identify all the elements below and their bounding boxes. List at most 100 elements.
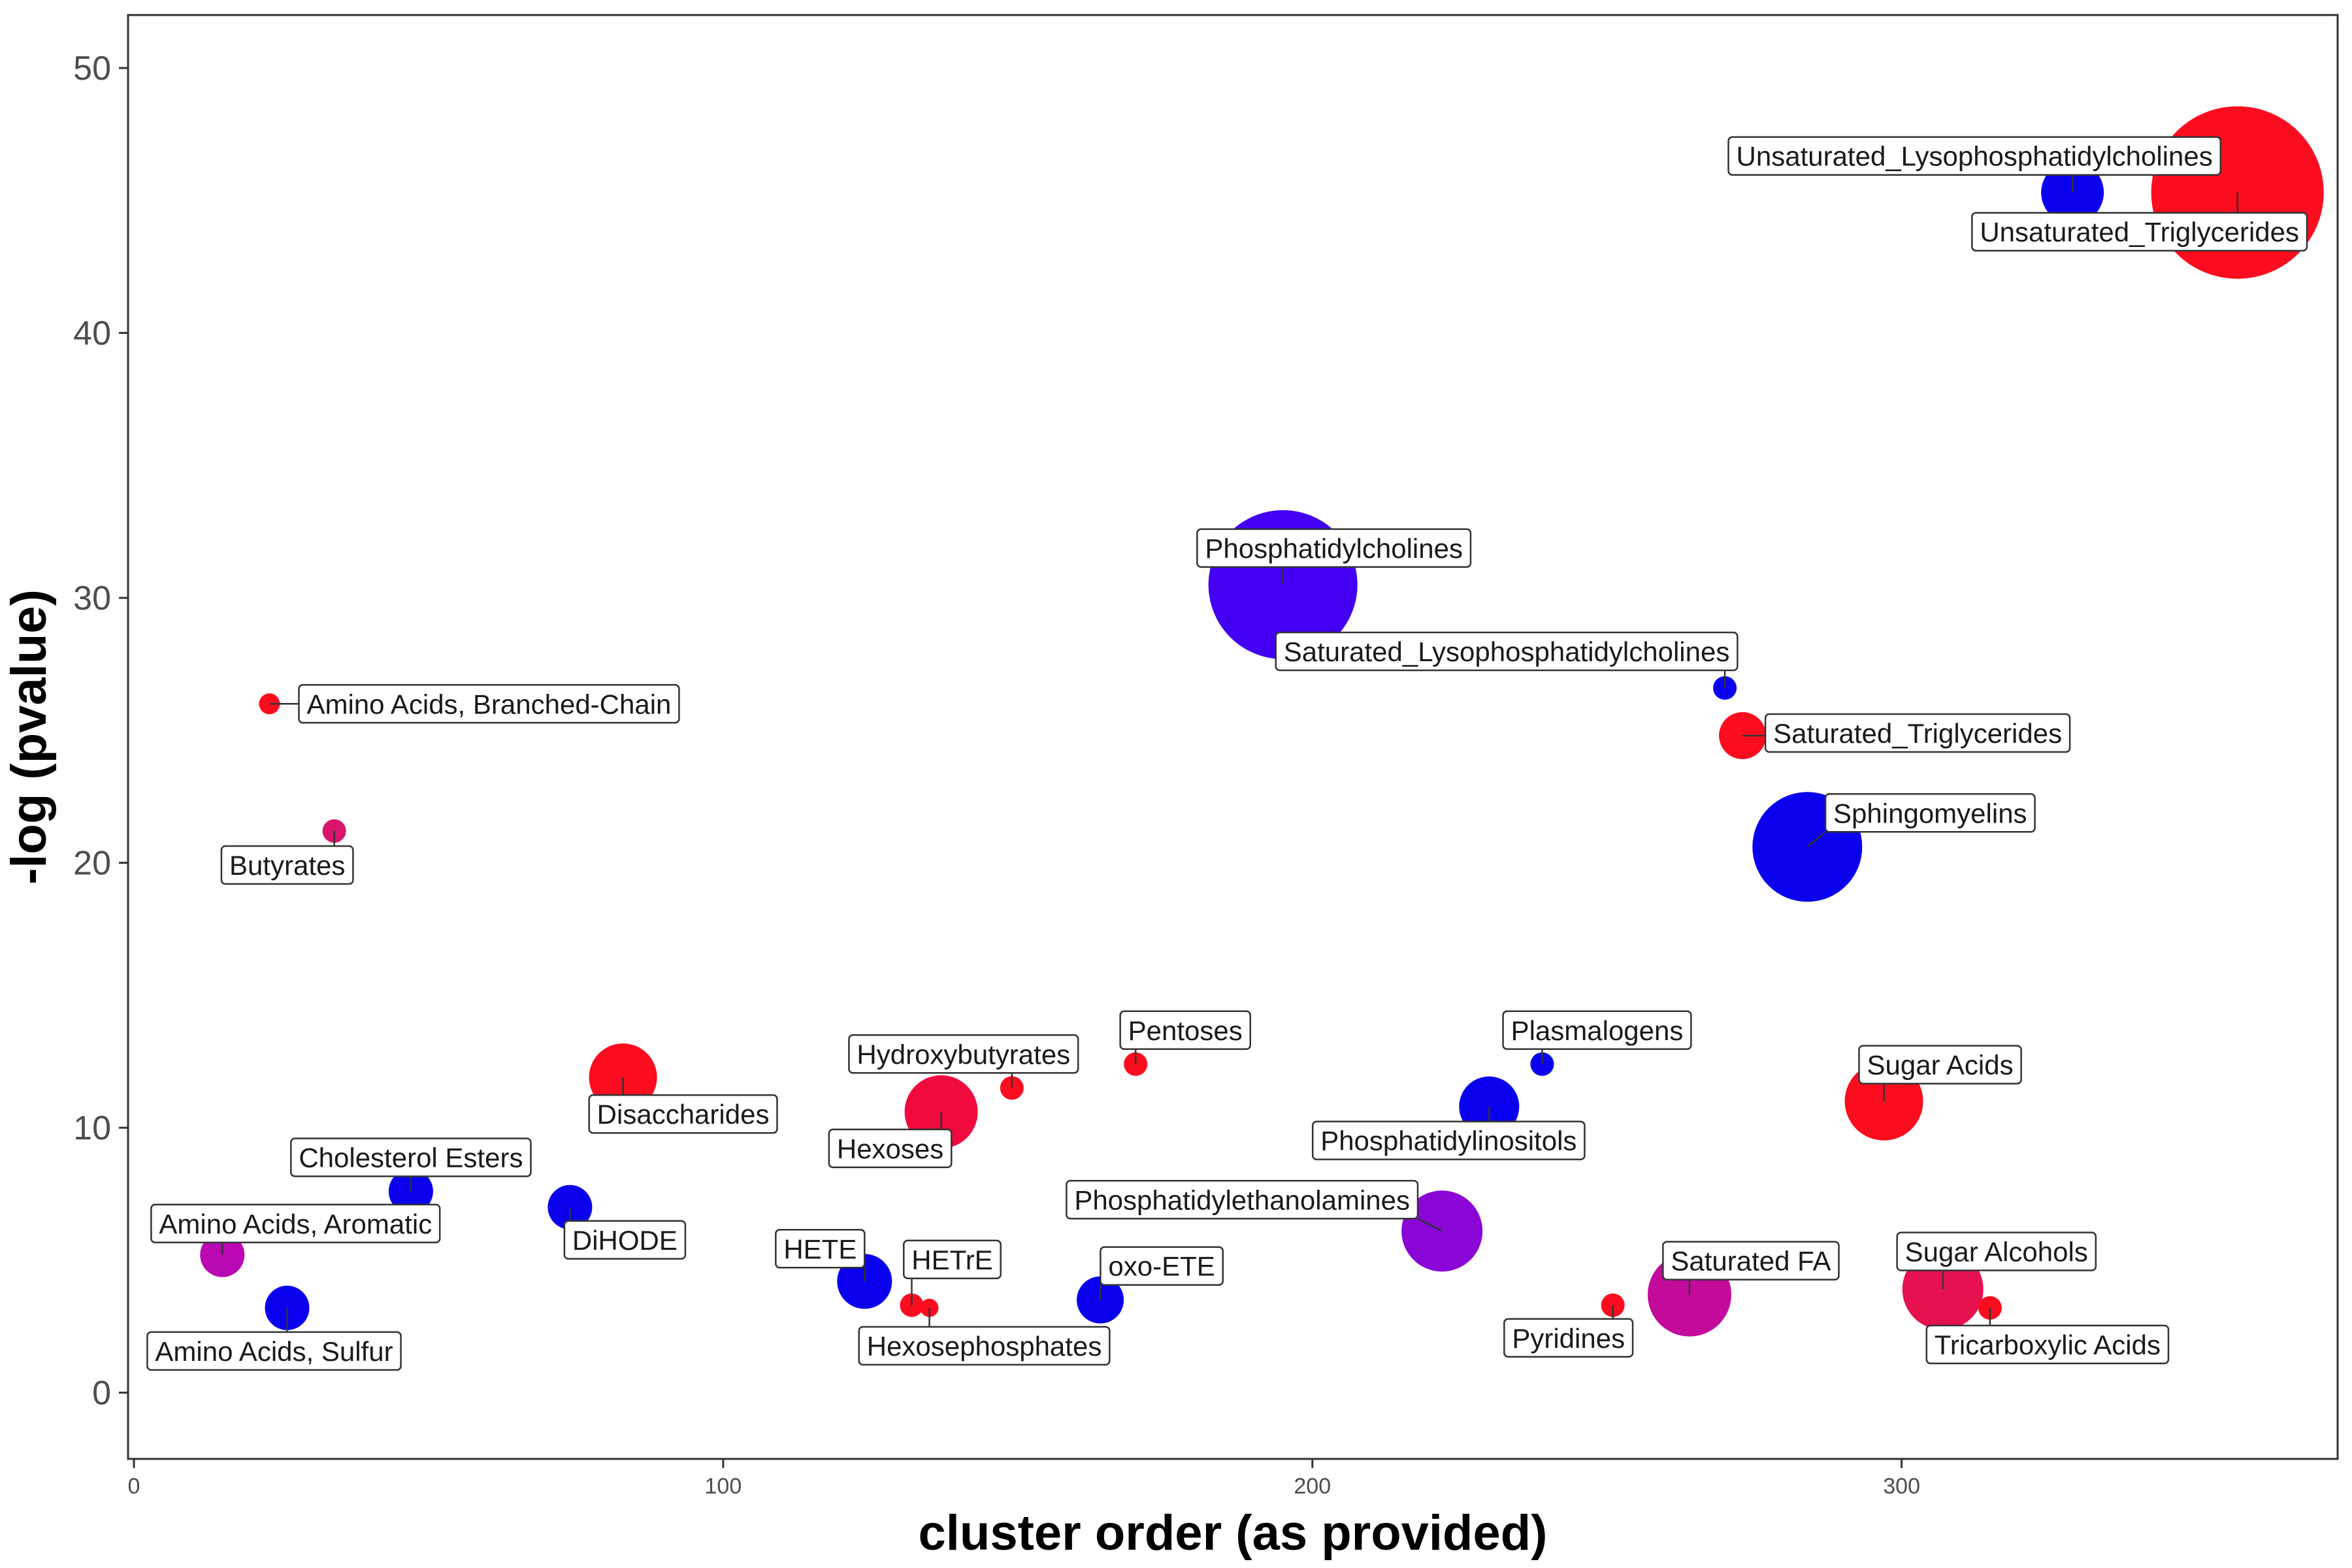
point-label-text: oxo-ETE [1108, 1251, 1215, 1282]
point-label-box [1824, 793, 2036, 833]
point-label-text: Sugar Acids [1867, 1050, 2013, 1081]
point-label-text: Cholesterol Esters [299, 1142, 523, 1173]
point-label-text: DiHODE [572, 1225, 678, 1256]
point-label-box [290, 1137, 532, 1177]
leader-line [1417, 1218, 1443, 1232]
point-label-text: Amino Acids, Branched-Chain [306, 689, 671, 719]
point-label-text: Amino Acids, Sulfur [155, 1336, 393, 1367]
point-label: Pyridines [1503, 1318, 1634, 1358]
point-label: Disaccharides [588, 1094, 778, 1134]
point-label-text: Tricarboxylic Acids [1935, 1330, 2161, 1360]
point-label-text: Saturated_Triglycerides [1773, 718, 2062, 749]
point-label-box [828, 1128, 953, 1169]
point-label-text: Sugar Alcohols [1905, 1236, 2088, 1267]
point-label-box [1503, 1318, 1634, 1358]
axis-ticks: 0 100 200 300 0 10 20 30 40 50 [73, 50, 1920, 1499]
point-label-text: Pyridines [1512, 1323, 1625, 1354]
point-label: Amino Acids, Sulfur [146, 1331, 402, 1371]
point-label-text: Saturated_Lysophosphatidylcholines [1284, 636, 1730, 667]
point-label: DiHODE [563, 1220, 687, 1260]
plot-panel-border [127, 14, 2339, 1460]
point-label-box [1764, 713, 2071, 753]
point-label: Saturated_Lysophosphatidylcholines [1275, 631, 1739, 672]
point-label-text: Hexosephosphates [867, 1331, 1102, 1362]
point-label-box [298, 684, 680, 724]
point-label: Amino Acids, Branched-Chain [298, 684, 680, 724]
x-tick-label: 0 [128, 1474, 140, 1499]
point-label: oxo-ETE [1100, 1246, 1224, 1286]
y-tick-label: 10 [73, 1109, 111, 1147]
point-label-text: Butyrates [229, 850, 345, 881]
point-label-box [775, 1229, 866, 1269]
point-label-text: Disaccharides [597, 1099, 770, 1130]
point-label: Hexoses [828, 1128, 953, 1169]
point-label: Phosphatidylinositols [1311, 1120, 1586, 1160]
point-label-box [1100, 1246, 1224, 1286]
point-label: Unsaturated_Triglycerides [1971, 212, 2308, 252]
point-label-box [220, 845, 354, 885]
point-label-text: Unsaturated_Lysophosphatidylcholines [1737, 141, 2213, 172]
point-label: Unsaturated_Lysophosphatidylcholines [1727, 136, 2222, 176]
point-label-box [1662, 1241, 1840, 1281]
point-label: HETE [775, 1229, 866, 1269]
point-label-text: Hydroxybutyrates [857, 1039, 1070, 1070]
point-label: Saturated FA [1662, 1241, 1840, 1281]
point-label-box [1858, 1045, 2022, 1085]
point-label-box [1925, 1324, 2170, 1365]
point-label: Butyrates [220, 845, 354, 885]
point-label: Pentoses [1119, 1010, 1252, 1051]
point-label-box [563, 1220, 687, 1260]
leader-line [1806, 831, 1826, 848]
x-tick-label: 200 [1294, 1474, 1331, 1499]
label-leader-lines [221, 174, 2238, 1332]
point-label-text: Pentoses [1128, 1015, 1243, 1046]
point-label: Hexosephosphates [858, 1326, 1111, 1366]
x-tick-label: 100 [705, 1474, 742, 1499]
point-label: Sphingomyelins [1824, 793, 2036, 833]
point-label-box [858, 1326, 1111, 1366]
point-label: Tricarboxylic Acids [1925, 1324, 2170, 1365]
point-label-box [588, 1094, 778, 1134]
point-label: Phosphatidylethanolamines [1066, 1180, 1419, 1220]
point-labels: Amino Acids, Branched-Chain Butyrates Amin… [146, 136, 2308, 1371]
y-tick-label: 30 [73, 580, 111, 617]
point-label-box [150, 1203, 441, 1244]
point-label-text: Unsaturated_Triglycerides [1980, 217, 2299, 248]
point-label-box [1196, 528, 1472, 568]
x-tick-label: 300 [1883, 1474, 1920, 1499]
y-tick-label: 20 [73, 845, 111, 883]
point-label-box [1066, 1180, 1419, 1220]
point-label-text: Phosphatidylethanolamines [1074, 1184, 1410, 1215]
point-label-text: Amino Acids, Aromatic [159, 1209, 432, 1239]
point-label-box [1727, 136, 2222, 176]
y-tick-label: 40 [73, 315, 111, 353]
point-label-box [1119, 1010, 1252, 1051]
point-label: Saturated_Triglycerides [1764, 713, 2071, 753]
point-label-box [1971, 212, 2308, 252]
point-label-text: Saturated FA [1671, 1246, 1831, 1277]
point-label: Hydroxybutyrates [848, 1034, 1079, 1074]
point-label-text: HETE [783, 1233, 857, 1264]
y-tick-label: 0 [92, 1375, 111, 1413]
point-label-box [1896, 1232, 2097, 1271]
y-tick-label: 50 [73, 50, 111, 88]
point-label-box [146, 1331, 402, 1371]
y-axis-title: -log (pvalue) [1, 589, 57, 885]
point-label-text: Phosphatidylcholines [1205, 533, 1463, 564]
point-label: Amino Acids, Aromatic [150, 1203, 441, 1244]
point-label-box [903, 1239, 1002, 1280]
point-label-box [1275, 631, 1739, 672]
point-label: Phosphatidylcholines [1196, 528, 1472, 568]
x-axis-title: cluster order (as provided) [919, 1505, 1548, 1561]
point-label-box [848, 1034, 1079, 1074]
point-label: Sugar Alcohols [1896, 1232, 2097, 1271]
point-label-box [1311, 1120, 1586, 1160]
point-label-text: HETrE [911, 1245, 992, 1275]
point-label-text: Hexoses [837, 1134, 943, 1164]
point-label-text: Phosphatidylinositols [1320, 1126, 1576, 1156]
point-label: Sugar Acids [1858, 1045, 2022, 1085]
point-label-box [1502, 1010, 1692, 1051]
point-label: Cholesterol Esters [290, 1137, 532, 1177]
point-label: Plasmalogens [1502, 1010, 1692, 1051]
